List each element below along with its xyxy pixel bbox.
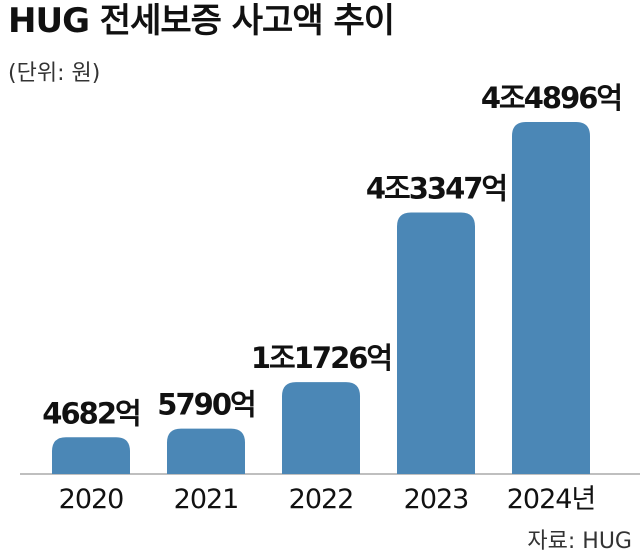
- x-tick-label: 2023: [404, 484, 469, 515]
- chart-subtitle: (단위: 원): [8, 61, 100, 86]
- value-label: 4조3347억: [366, 172, 506, 206]
- x-tick-label: 2024년: [507, 484, 596, 515]
- x-tick-label: 2020: [59, 484, 124, 515]
- bar: [397, 212, 475, 475]
- bar: [512, 122, 590, 474]
- chart-title: HUG 전세보증 사고액 추이: [8, 1, 394, 41]
- value-label: 1조1726억: [251, 341, 391, 375]
- value-label: 5790억: [157, 388, 254, 422]
- bar: [167, 428, 245, 474]
- source: 자료: HUG: [527, 529, 632, 554]
- bar: [282, 382, 360, 474]
- x-tick-label: 2021: [174, 484, 239, 515]
- value-label: 4조4896억: [481, 81, 621, 115]
- bar: [52, 437, 130, 474]
- x-tick-label: 2022: [289, 484, 354, 515]
- value-label: 4682억: [42, 396, 139, 430]
